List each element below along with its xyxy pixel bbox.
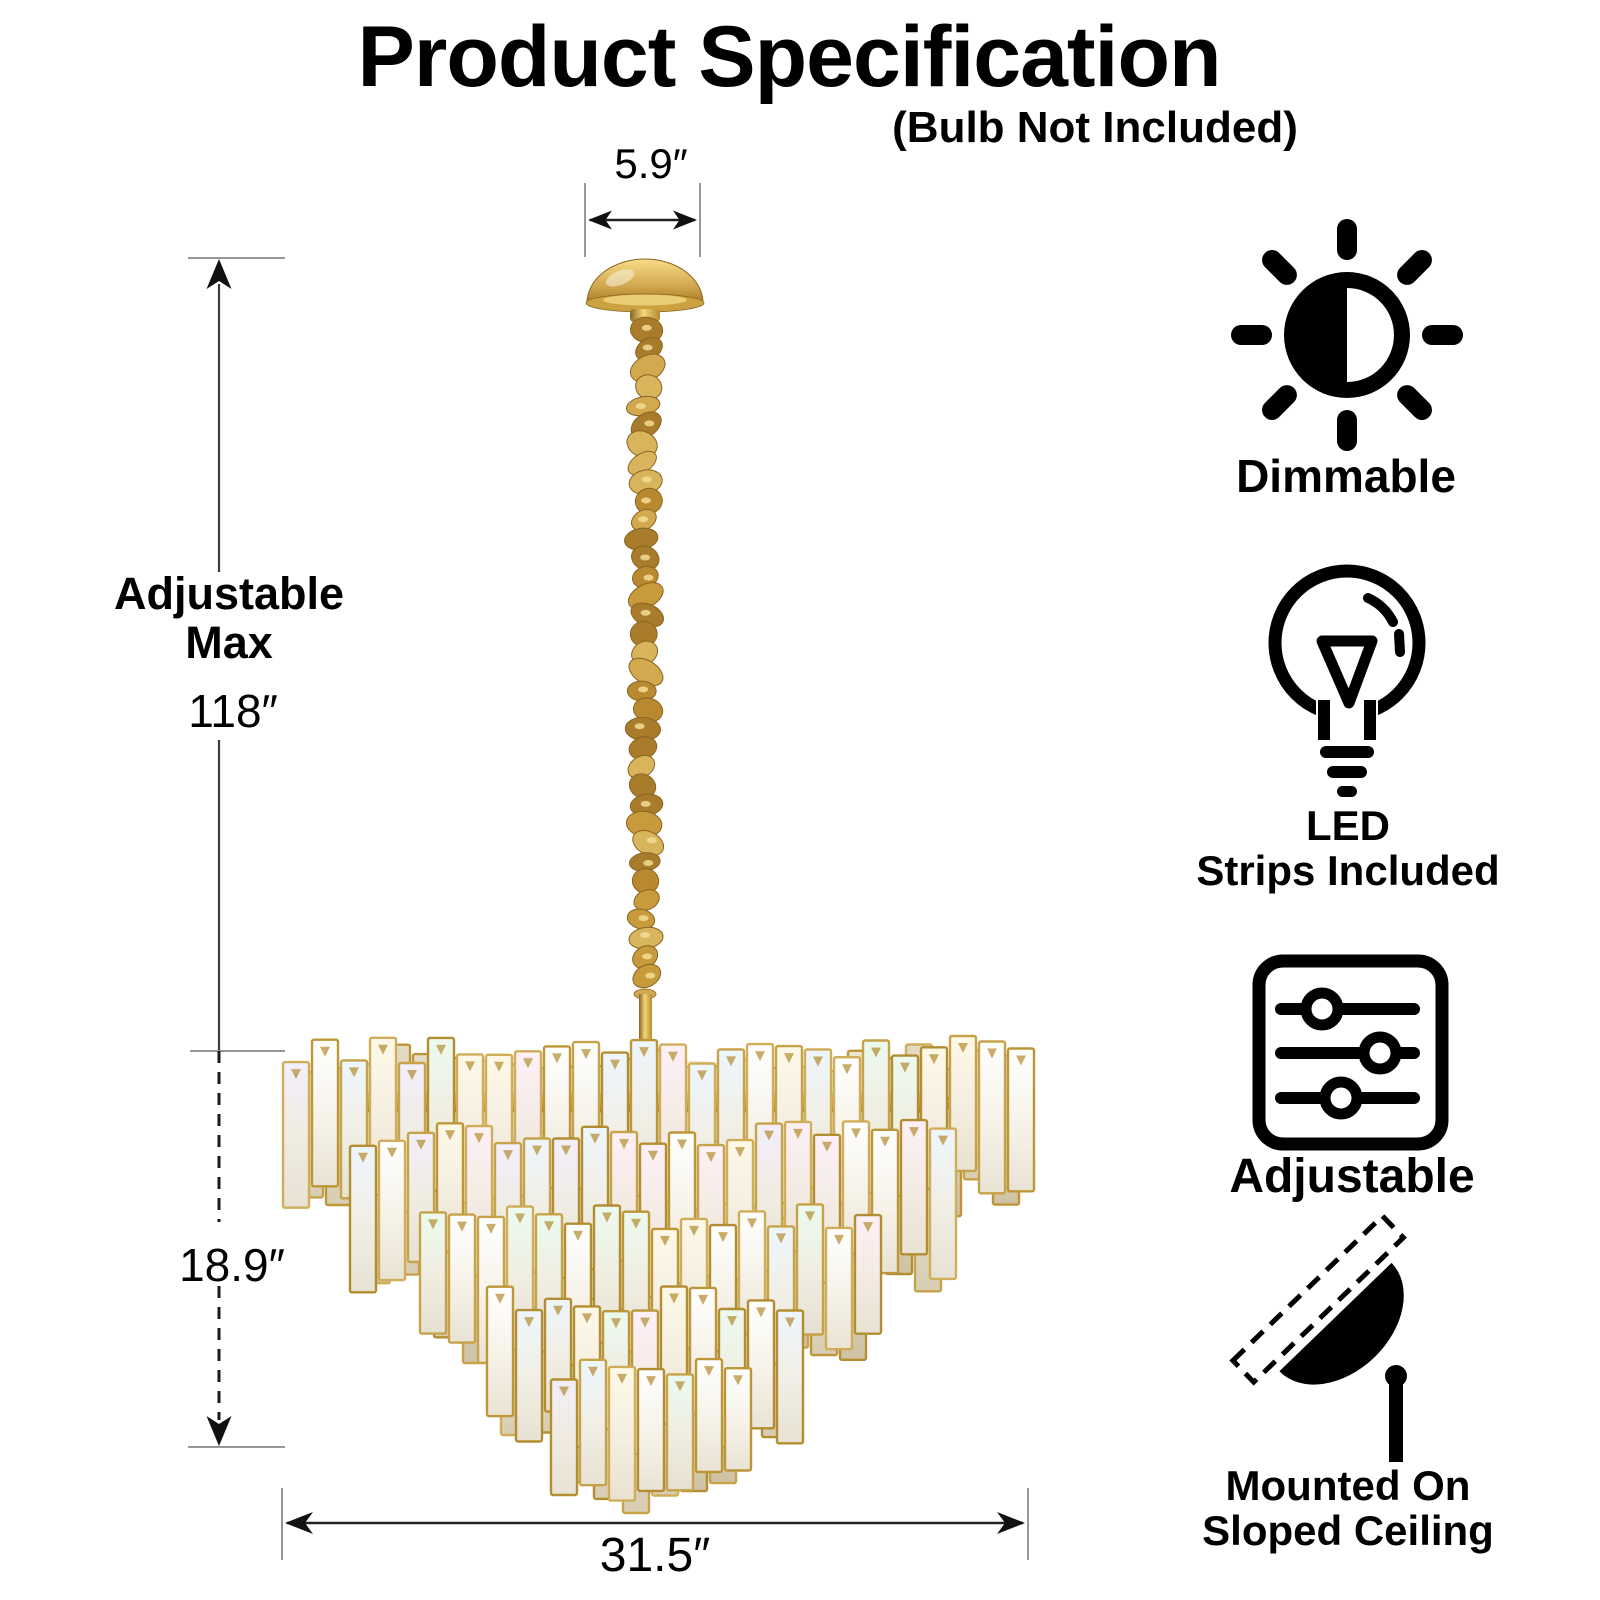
led-bulb-icon [1268, 564, 1426, 797]
feature-sloped-line1: Mounted On [1225, 1462, 1471, 1509]
body-height-dimension [188, 1051, 285, 1448]
canopy-width-label: 5.9″ [614, 140, 688, 187]
feature-label-sloped: Mounted On Sloped Ceiling [1202, 1462, 1494, 1554]
page-title: Product Specification [357, 9, 1221, 105]
body-width-dimension [281, 1488, 1029, 1560]
sloped-ceiling-mount-icon [1229, 1212, 1407, 1462]
sliders-icon [1252, 954, 1449, 1151]
feature-sloped-line2: Sloped Ceiling [1202, 1506, 1494, 1554]
body-height-label: 18.9″ [179, 1239, 285, 1291]
chandelier-canopy [585, 258, 705, 322]
brightness-sun-icon [1231, 219, 1463, 451]
body-width-label: 31.5″ [599, 1529, 711, 1582]
chandelier-illustration [281, 258, 1036, 1515]
adjustable-max-line2: Max [185, 616, 273, 668]
chandelier-crystals-front [281, 1034, 1036, 1502]
adjustable-max-label: Adjustable Max [113, 568, 345, 668]
feature-label-led: LED Strips Included [1196, 802, 1500, 894]
adjustable-max-line1: Adjustable [113, 568, 345, 619]
dimension-overlay [188, 183, 1029, 1560]
chandelier-chain [624, 316, 666, 989]
max-height-label: 118″ [188, 685, 278, 737]
max-height-dimension [188, 257, 285, 1052]
feature-led-line2: Strips Included [1196, 846, 1500, 894]
feature-led-line1: LED [1306, 802, 1390, 849]
subtitle-bulb-note: (Bulb Not Included) [892, 103, 1298, 152]
feature-label-dimmable: Dimmable [1236, 450, 1456, 502]
feature-label-adjustable: Adjustable [1229, 1150, 1475, 1203]
canopy-width-dimension [584, 183, 701, 257]
